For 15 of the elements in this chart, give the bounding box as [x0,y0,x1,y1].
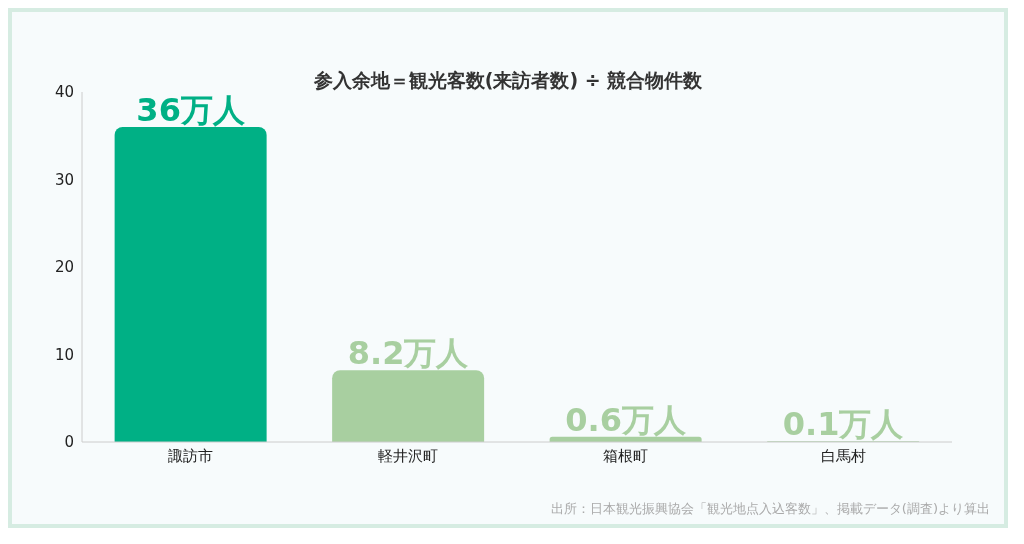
y-tick-label: 20 [54,258,74,277]
data-label: 8.2万人 [347,334,470,373]
y-tick-label: 10 [54,345,74,364]
y-tick-label: 0 [64,433,74,452]
data-label: 36万人 [136,91,246,129]
y-tick-label: 30 [54,170,74,189]
x-tick-label: 軽井沢町 [378,446,439,465]
y-tick-label: 40 [54,83,74,102]
x-tick-label: 白馬村 [820,446,866,465]
chart-title: 参入余地＝観光客数(来訪者数) ÷ 競合物件数 [313,69,703,91]
data-label: 0.1万人 [782,405,905,444]
text: 出所：日本観光振興協会「観光地点入込客数」、掲載データ(調査)より算出 [550,500,990,518]
x-tick-label: 箱根町 [603,446,649,465]
data-label: 0.6万人 [565,400,687,439]
x-tick-label: 諏訪市 [168,446,214,465]
